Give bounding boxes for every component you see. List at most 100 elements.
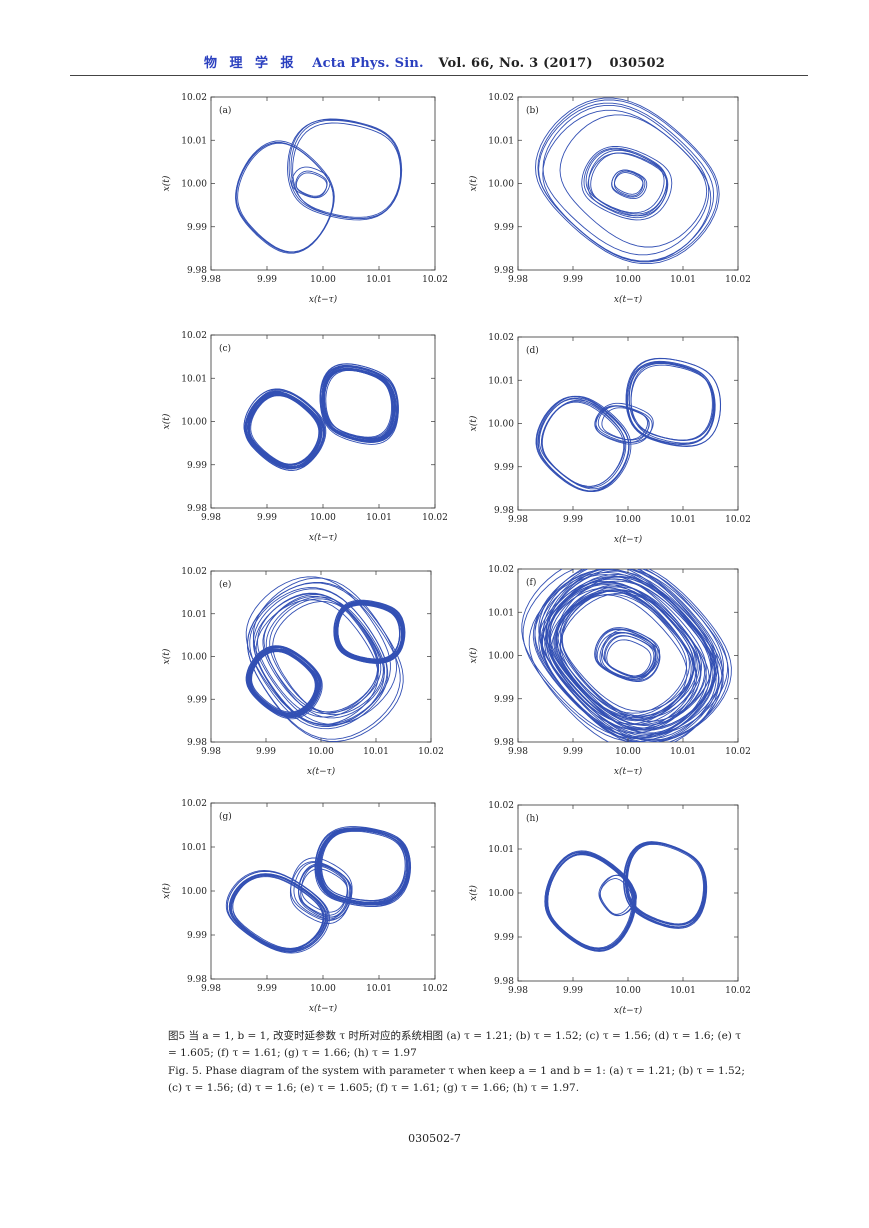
trajectory-group bbox=[535, 97, 720, 265]
trajectory-curve bbox=[244, 392, 325, 471]
trajectory-curve bbox=[543, 569, 717, 730]
trajectory-curve bbox=[320, 829, 406, 901]
y-tick-label: 9.98 bbox=[494, 977, 514, 987]
trajectory-curve bbox=[292, 122, 402, 220]
x-tick-label: 10.00 bbox=[615, 986, 641, 996]
phase-panel-d: 9.98 9.99 10.00 10.01 10.02 10.02 10.01 10.00 9.… bbox=[468, 333, 751, 545]
trajectory-curve bbox=[539, 569, 732, 742]
x-axis-label: x(t−τ) bbox=[614, 1005, 643, 1016]
trajectory-curve bbox=[541, 400, 627, 488]
x-tick-label: 9.98 bbox=[508, 515, 528, 525]
y-tick-label: 10.01 bbox=[181, 136, 207, 146]
x-tick-label: 9.99 bbox=[256, 747, 276, 757]
y-axis-label: x(t) bbox=[468, 885, 479, 901]
x-tick-label: 10.02 bbox=[725, 747, 751, 757]
phase-panel-b: 9.98 9.99 10.00 10.01 10.02 10.02 10.01 10.00 9.… bbox=[468, 93, 751, 305]
x-tick-label: 9.98 bbox=[508, 747, 528, 757]
y-tick-label: 10.01 bbox=[181, 610, 207, 620]
article-code: 030502 bbox=[609, 56, 666, 71]
phase-panel-g: 9.98 9.99 10.00 10.01 10.02 10.02 10.01 10.00 9.… bbox=[161, 799, 448, 1014]
y-tick-label: 9.99 bbox=[494, 463, 514, 473]
x-tick-label: 9.99 bbox=[257, 984, 277, 994]
trajectory-curve bbox=[320, 829, 408, 904]
trajectory-curve bbox=[630, 364, 716, 444]
trajectory-curve bbox=[537, 395, 632, 492]
y-tick-label: 9.99 bbox=[187, 931, 207, 941]
trajectory-curve bbox=[546, 578, 707, 729]
page-number: 030502-7 bbox=[408, 1132, 461, 1145]
y-tick-label: 10.02 bbox=[181, 567, 207, 577]
trajectory-curve bbox=[324, 368, 395, 439]
y-tick-label: 10.00 bbox=[181, 418, 207, 428]
y-tick-label: 10.01 bbox=[488, 136, 514, 146]
trajectory-curve bbox=[290, 857, 353, 921]
trajectory-curve bbox=[249, 587, 389, 730]
y-axis-label: x(t) bbox=[161, 413, 172, 429]
panel-label: (a) bbox=[219, 105, 231, 116]
x-axis-label: x(t−τ) bbox=[614, 534, 643, 545]
trajectory-curve bbox=[545, 570, 717, 731]
y-tick-label: 10.01 bbox=[181, 374, 207, 384]
y-tick-label: 9.98 bbox=[187, 266, 207, 276]
trajectory-curve bbox=[235, 142, 334, 254]
trajectory-curve bbox=[333, 601, 403, 664]
y-tick-label: 9.99 bbox=[494, 695, 514, 705]
y-tick-label: 10.00 bbox=[488, 652, 514, 662]
trajectory-curve bbox=[587, 152, 668, 219]
trajectory-curve bbox=[594, 405, 650, 444]
y-tick-label: 9.98 bbox=[187, 738, 207, 748]
trajectory-curve bbox=[555, 590, 694, 721]
trajectory-group bbox=[245, 576, 406, 742]
trajectory-curve bbox=[590, 152, 669, 217]
trajectory-curve bbox=[528, 571, 720, 742]
y-tick-label: 10.02 bbox=[488, 565, 514, 575]
trajectory-curve bbox=[535, 395, 630, 492]
x-axis-label: x(t−τ) bbox=[309, 1003, 338, 1014]
x-axis-label: x(t−τ) bbox=[309, 294, 338, 305]
trajectory-curve bbox=[625, 357, 721, 447]
trajectory-curve bbox=[295, 170, 328, 197]
trajectory-curve bbox=[250, 394, 322, 466]
y-tick-label: 10.00 bbox=[488, 180, 514, 190]
figure-caption-cn: 图5 当 a = 1, b = 1, 改变时延参数 τ 时所对应的系统相图 (a… bbox=[168, 1030, 742, 1059]
panel-label: (d) bbox=[526, 345, 539, 356]
x-tick-label: 10.01 bbox=[363, 747, 389, 757]
panel-label: (g) bbox=[219, 811, 232, 822]
trajectory-curve bbox=[295, 172, 328, 198]
trajectory-curve bbox=[300, 864, 348, 913]
phase-panel-c: 9.98 9.99 10.00 10.01 10.02 10.02 10.01 10.00 9.… bbox=[161, 331, 448, 543]
trajectory-curve bbox=[627, 362, 715, 445]
y-tick-label: 10.00 bbox=[488, 420, 514, 430]
trajectory-curve bbox=[542, 109, 712, 263]
x-axis-label: x(t−τ) bbox=[307, 766, 336, 777]
panel-label: (c) bbox=[219, 343, 231, 354]
x-tick-label: 9.98 bbox=[201, 275, 221, 285]
trajectory-curve bbox=[290, 119, 402, 218]
x-tick-label: 10.01 bbox=[670, 515, 696, 525]
trajectory-group bbox=[225, 826, 412, 954]
journal-name-en: Acta Phys. Sin. bbox=[312, 56, 424, 71]
x-tick-label: 9.99 bbox=[563, 515, 583, 525]
trajectory-curve bbox=[588, 149, 668, 215]
trajectory-curve bbox=[542, 104, 710, 256]
trajectory-curve bbox=[265, 596, 385, 719]
trajectory-curve bbox=[225, 870, 329, 953]
trajectory-curve bbox=[583, 147, 668, 217]
trajectory-curve bbox=[230, 874, 325, 950]
trajectory-curve bbox=[289, 861, 352, 924]
x-tick-label: 10.01 bbox=[366, 984, 392, 994]
trajectory-curve bbox=[539, 398, 626, 487]
journal-name-cn: 物 理 学 报 bbox=[203, 56, 298, 71]
trajectory-group bbox=[235, 118, 403, 254]
y-tick-label: 9.99 bbox=[187, 461, 207, 471]
trajectory-curve bbox=[255, 599, 379, 725]
x-tick-label: 9.98 bbox=[201, 747, 221, 757]
x-axis-label: x(t−τ) bbox=[614, 294, 643, 305]
y-tick-label: 10.00 bbox=[488, 889, 514, 899]
y-axis-label: x(t) bbox=[161, 648, 172, 664]
x-tick-label: 10.01 bbox=[670, 747, 696, 757]
trajectory-curve bbox=[300, 868, 349, 918]
x-tick-label: 9.98 bbox=[201, 984, 221, 994]
trajectory-group bbox=[243, 363, 399, 471]
trajectory-curve bbox=[335, 603, 401, 662]
